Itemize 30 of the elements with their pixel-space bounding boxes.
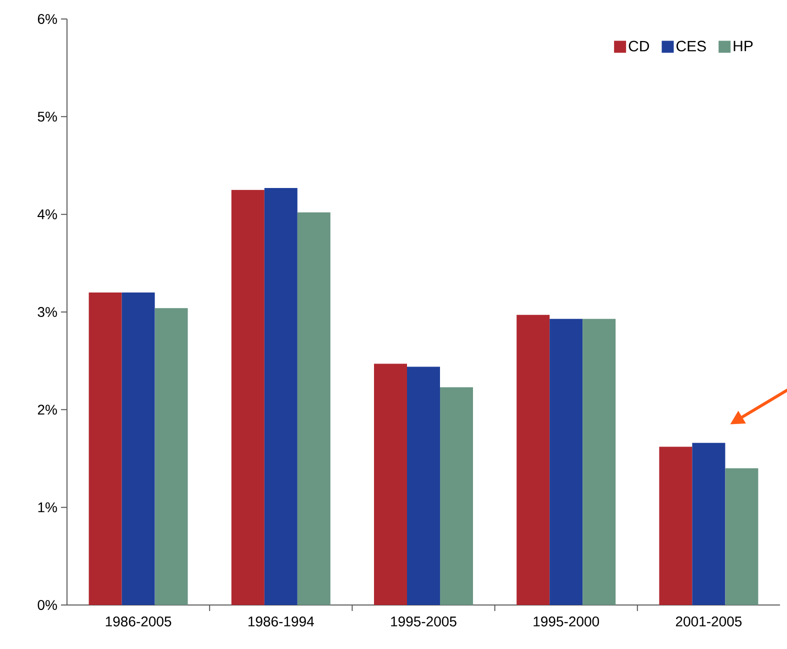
- bar: [407, 366, 440, 605]
- y-tick-label: 5%: [38, 112, 57, 122]
- y-tick-label: 0%: [38, 600, 57, 610]
- y-tick-label: 2%: [38, 404, 57, 415]
- x-tick-label: 1986-2005: [106, 616, 172, 626]
- bar: [725, 468, 758, 605]
- bar: [582, 318, 616, 605]
- x-tick-label: 2001-2005: [676, 616, 742, 626]
- bar: [231, 190, 264, 605]
- x-tick-label: 1986-1994: [248, 616, 314, 626]
- y-tick-label: 6%: [38, 14, 57, 24]
- x-tick-label: 1995-2005: [391, 616, 456, 626]
- bar: [659, 446, 692, 605]
- bar: [154, 308, 188, 605]
- y-tick-label: 3%: [38, 307, 57, 317]
- bar: [440, 387, 473, 605]
- bar: [88, 292, 122, 605]
- bar: [122, 292, 155, 605]
- bar: [516, 314, 550, 605]
- bar: [550, 318, 583, 605]
- y-tick-label: 4%: [38, 209, 57, 220]
- bar: [264, 188, 298, 605]
- legend-label: HP: [734, 40, 753, 52]
- legend-label: CES: [676, 40, 706, 52]
- bar: [374, 364, 407, 605]
- legend-label: CD: [628, 40, 650, 52]
- y-tick-label: 1%: [38, 502, 57, 512]
- bar: [692, 442, 726, 605]
- x-tick-label: 1995-2000: [534, 616, 600, 626]
- bar: [297, 212, 330, 605]
